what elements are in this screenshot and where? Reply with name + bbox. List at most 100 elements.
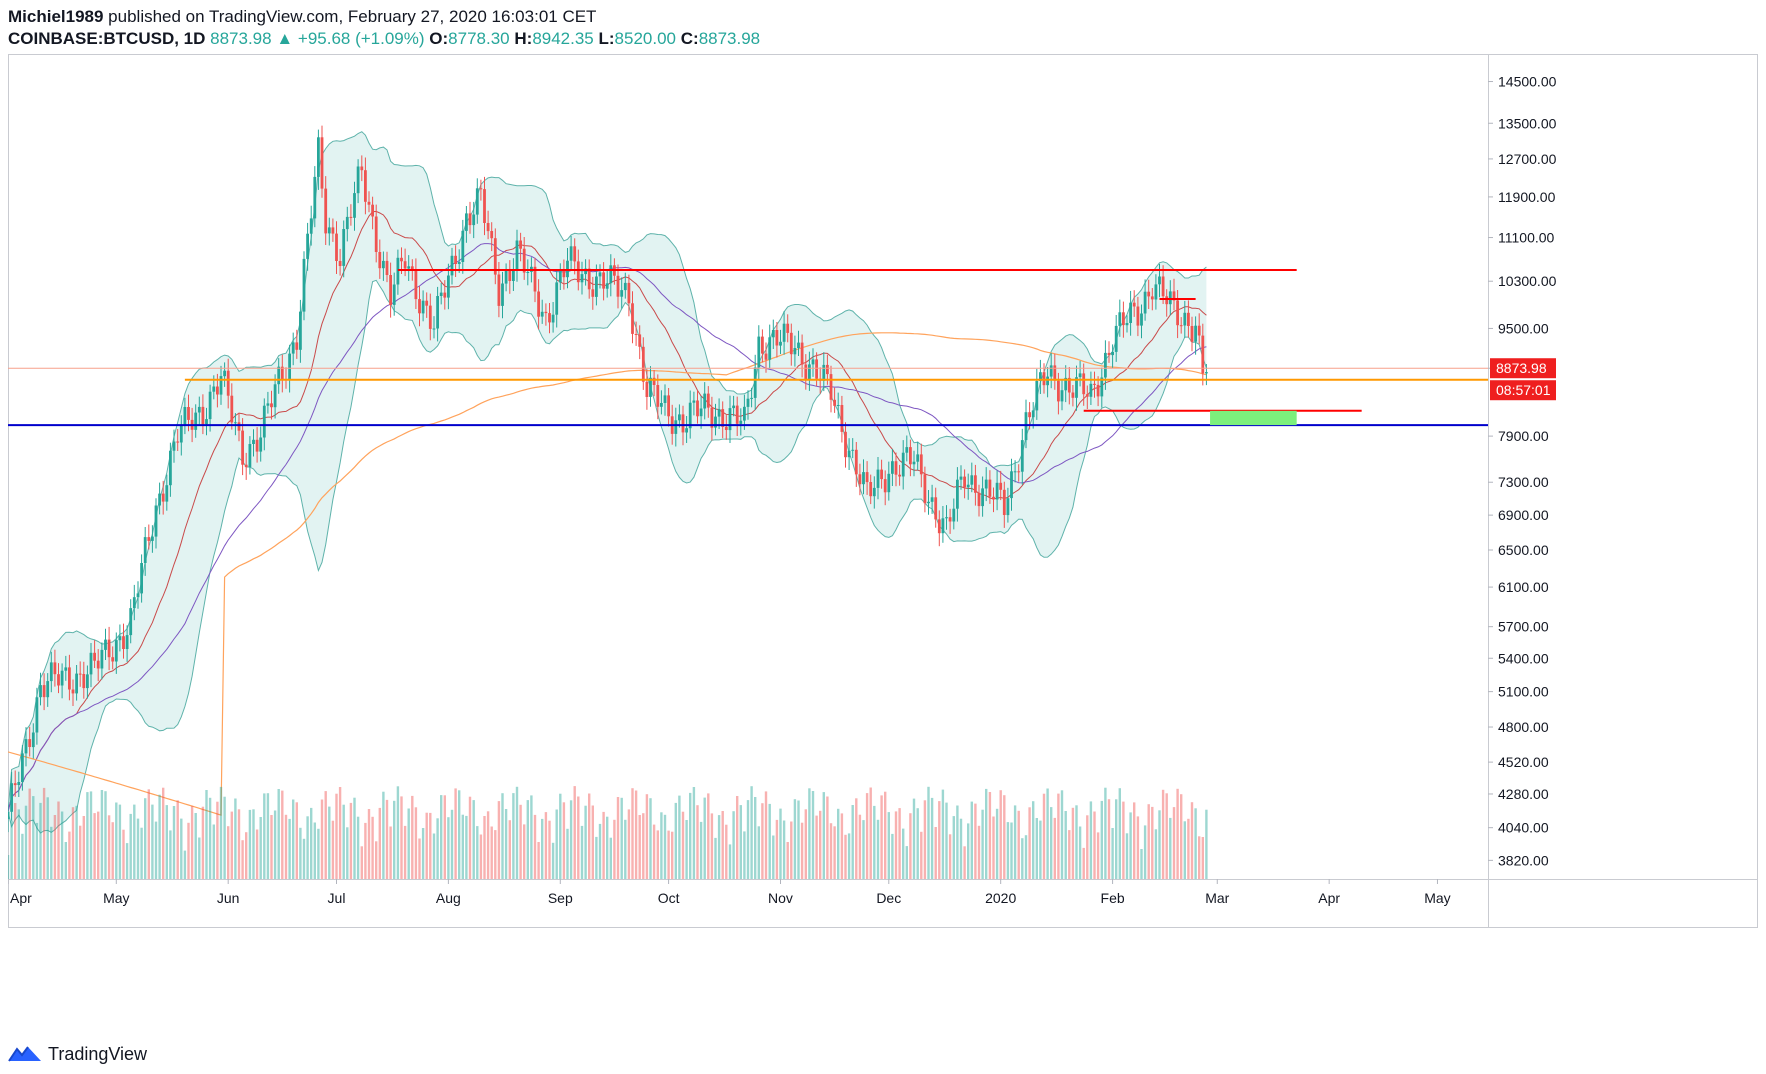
candle[interactable]: [389, 262, 392, 318]
symbol-label[interactable]: COINBASE:BTCUSD, 1D: [8, 29, 206, 48]
candle[interactable]: [1176, 290, 1179, 339]
candle[interactable]: [544, 303, 548, 326]
candle[interactable]: [623, 272, 627, 299]
candle[interactable]: [151, 525, 154, 553]
candle[interactable]: [721, 401, 725, 439]
candle[interactable]: [1093, 371, 1096, 398]
candle[interactable]: [1154, 274, 1158, 310]
candle[interactable]: [255, 427, 259, 463]
candle[interactable]: [371, 196, 374, 230]
candle[interactable]: [53, 649, 57, 687]
candle[interactable]: [854, 442, 858, 487]
candle[interactable]: [1107, 341, 1111, 363]
candle[interactable]: [428, 293, 432, 341]
candle[interactable]: [385, 251, 389, 283]
candle[interactable]: [956, 467, 959, 522]
candle[interactable]: [107, 626, 111, 671]
candle[interactable]: [172, 429, 176, 463]
candle[interactable]: [1201, 323, 1205, 386]
candle[interactable]: [595, 264, 598, 306]
candle[interactable]: [140, 554, 143, 603]
candle[interactable]: [945, 505, 948, 530]
candle[interactable]: [923, 466, 927, 513]
candle[interactable]: [382, 251, 385, 281]
candle[interactable]: [252, 429, 255, 457]
candle[interactable]: [104, 628, 107, 660]
candle[interactable]: [1140, 304, 1143, 339]
candle[interactable]: [533, 257, 537, 303]
candle[interactable]: [1089, 371, 1093, 405]
candle[interactable]: [432, 316, 436, 339]
candle[interactable]: [24, 727, 28, 767]
candle[interactable]: [782, 311, 786, 355]
candle[interactable]: [475, 178, 479, 224]
candle[interactable]: [425, 292, 429, 318]
candle[interactable]: [93, 640, 96, 668]
candle[interactable]: [118, 624, 122, 652]
candle[interactable]: [891, 449, 894, 486]
candle[interactable]: [396, 249, 400, 295]
candle[interactable]: [349, 204, 353, 226]
candle[interactable]: [1100, 367, 1104, 408]
candle[interactable]: [858, 463, 862, 496]
candle[interactable]: [1082, 363, 1086, 406]
candle[interactable]: [789, 323, 793, 366]
candle[interactable]: [327, 217, 331, 246]
candle[interactable]: [667, 388, 670, 427]
candle[interactable]: [688, 390, 692, 439]
candle[interactable]: [493, 228, 497, 285]
candle[interactable]: [717, 398, 721, 429]
candle[interactable]: [479, 179, 483, 201]
candle[interactable]: [100, 642, 104, 680]
candle[interactable]: [768, 324, 772, 369]
candle[interactable]: [335, 221, 338, 274]
candle[interactable]: [508, 260, 512, 294]
candle[interactable]: [605, 270, 609, 298]
candle[interactable]: [194, 404, 198, 438]
candle[interactable]: [331, 218, 335, 242]
candle[interactable]: [880, 459, 883, 489]
candle[interactable]: [306, 222, 309, 271]
candle[interactable]: [465, 206, 468, 243]
candle[interactable]: [1168, 280, 1172, 316]
candle[interactable]: [223, 362, 226, 387]
candle[interactable]: [1179, 317, 1183, 334]
candle[interactable]: [981, 476, 984, 517]
candle[interactable]: [421, 290, 425, 322]
candle[interactable]: [237, 412, 241, 442]
candle[interactable]: [937, 510, 941, 547]
candle[interactable]: [338, 248, 342, 276]
candle[interactable]: [753, 354, 757, 410]
candle[interactable]: [764, 342, 768, 373]
candle[interactable]: [1071, 385, 1075, 407]
candle[interactable]: [122, 623, 125, 659]
candle[interactable]: [522, 237, 526, 280]
candle[interactable]: [905, 435, 909, 462]
candle[interactable]: [963, 469, 966, 499]
candle[interactable]: [562, 259, 566, 290]
candle[interactable]: [241, 418, 244, 476]
candle[interactable]: [620, 277, 624, 309]
candle[interactable]: [165, 474, 169, 511]
candle[interactable]: [208, 384, 212, 432]
candle[interactable]: [649, 366, 652, 407]
candle[interactable]: [1122, 301, 1125, 338]
candle[interactable]: [652, 370, 656, 397]
candle[interactable]: [490, 222, 494, 252]
candle[interactable]: [638, 325, 642, 360]
candle[interactable]: [692, 391, 696, 416]
candle[interactable]: [21, 745, 24, 791]
candle[interactable]: [710, 396, 714, 441]
candle[interactable]: [948, 508, 952, 534]
candle[interactable]: [1132, 290, 1136, 317]
candle[interactable]: [793, 335, 797, 367]
candle[interactable]: [82, 661, 86, 699]
candle[interactable]: [540, 299, 544, 324]
candle[interactable]: [270, 390, 273, 420]
candle[interactable]: [851, 438, 855, 459]
candle[interactable]: [179, 415, 183, 456]
candle[interactable]: [13, 770, 17, 797]
candle[interactable]: [324, 176, 328, 245]
candle[interactable]: [136, 581, 140, 609]
candle[interactable]: [1096, 376, 1100, 407]
